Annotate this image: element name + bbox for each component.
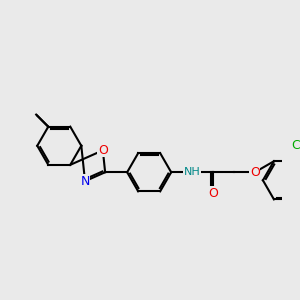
- Text: Cl: Cl: [291, 139, 300, 152]
- Text: O: O: [250, 166, 260, 179]
- Text: N: N: [80, 175, 90, 188]
- Text: O: O: [98, 144, 108, 157]
- Text: NH: NH: [184, 167, 200, 177]
- Text: O: O: [208, 187, 218, 200]
